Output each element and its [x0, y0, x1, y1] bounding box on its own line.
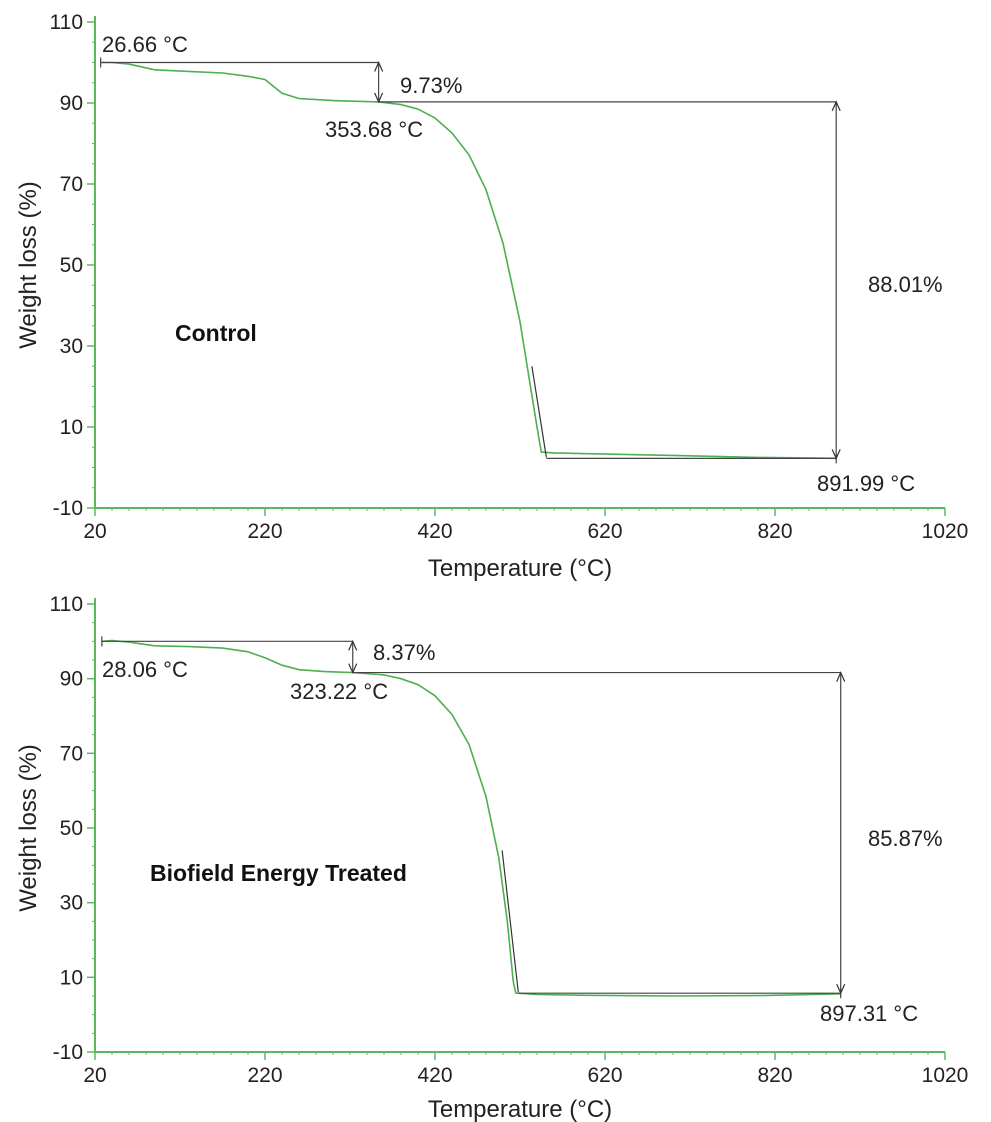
- y-tick-label: 90: [60, 668, 83, 691]
- y-tick-label: 110: [50, 11, 83, 34]
- y-tick-label: -10: [53, 1041, 83, 1064]
- x-tick-label: 20: [83, 520, 106, 543]
- x-tick-label: 20: [83, 1064, 106, 1087]
- y-axis-title: Weight loss (%): [15, 744, 42, 912]
- drop-tangent-line: [531, 366, 547, 458]
- end-temp-label: 891.99 °C: [817, 471, 915, 496]
- step1-temp-label: 353.68 °C: [325, 117, 423, 142]
- x-tick-label: 1020: [922, 520, 969, 543]
- y-tick-label: 50: [60, 817, 83, 840]
- step1-arrow-head-bottom: [374, 92, 384, 104]
- step1-loss-label: 9.73%: [400, 73, 462, 98]
- x-tick-label: 420: [417, 520, 452, 543]
- x-axis-title: Temperature (°C): [428, 555, 612, 582]
- start-temp-label: 28.06 °C: [102, 657, 188, 682]
- x-tick-label: 620: [587, 1064, 622, 1087]
- step1-arrow-head-top: [374, 61, 384, 72]
- weight-loss-curve: [100, 61, 837, 460]
- y-tick-label: 70: [60, 173, 83, 196]
- y-tick-label: 10: [60, 966, 83, 989]
- y-tick-label: 30: [60, 335, 83, 358]
- step2-loss-label: 88.01%: [868, 272, 943, 297]
- drop-tangent-line: [501, 850, 519, 993]
- step2-arrow-head-bottom: [831, 449, 841, 460]
- y-axis-title: Weight loss (%): [15, 181, 42, 349]
- step1-arrow-head-top: [348, 639, 358, 651]
- step1-temp-label: 323.22 °C: [290, 679, 388, 704]
- x-tick-label: 220: [247, 1064, 282, 1087]
- y-tick-label: 50: [60, 254, 83, 277]
- step2-loss-label: 85.87%: [868, 826, 943, 851]
- x-tick-label: 820: [757, 1064, 792, 1087]
- control-panel: -10 10 30 50 70 90 110 20 220 420 620 820 1020 Temper…: [15, 11, 968, 582]
- panel-label: Biofield Energy Treated: [150, 860, 407, 886]
- y-tick-label: 110: [50, 593, 83, 616]
- step2-arrow-head-bottom: [836, 983, 846, 995]
- x-tick-label: 620: [587, 520, 622, 543]
- step1-loss-label: 8.37%: [373, 640, 435, 665]
- y-tick-label: 10: [60, 416, 83, 439]
- x-tick-label: 220: [247, 520, 282, 543]
- treated-panel: -10 10 30 50 70 90 110 20 220 420 620 820 1020 Temper…: [15, 593, 968, 1122]
- x-tick-label: 820: [757, 520, 792, 543]
- x-tick-label: 420: [417, 1064, 452, 1087]
- step1-arrow-head-bottom: [348, 663, 358, 675]
- x-tick-label: 1020: [922, 1064, 969, 1087]
- start-temp-label: 26.66 °C: [102, 32, 188, 57]
- end-temp-label: 897.31 °C: [820, 1001, 918, 1026]
- y-tick-label: 70: [60, 742, 83, 765]
- x-axis-title: Temperature (°C): [428, 1096, 612, 1122]
- y-tick-label: -10: [53, 497, 83, 520]
- step2-arrow-head-top: [836, 671, 846, 682]
- y-tick-label: 30: [60, 892, 83, 915]
- weight-loss-curve: [101, 639, 841, 997]
- step2-arrow-head-top: [831, 100, 841, 112]
- y-tick-label: 90: [60, 92, 83, 115]
- panel-label: Control: [175, 320, 257, 346]
